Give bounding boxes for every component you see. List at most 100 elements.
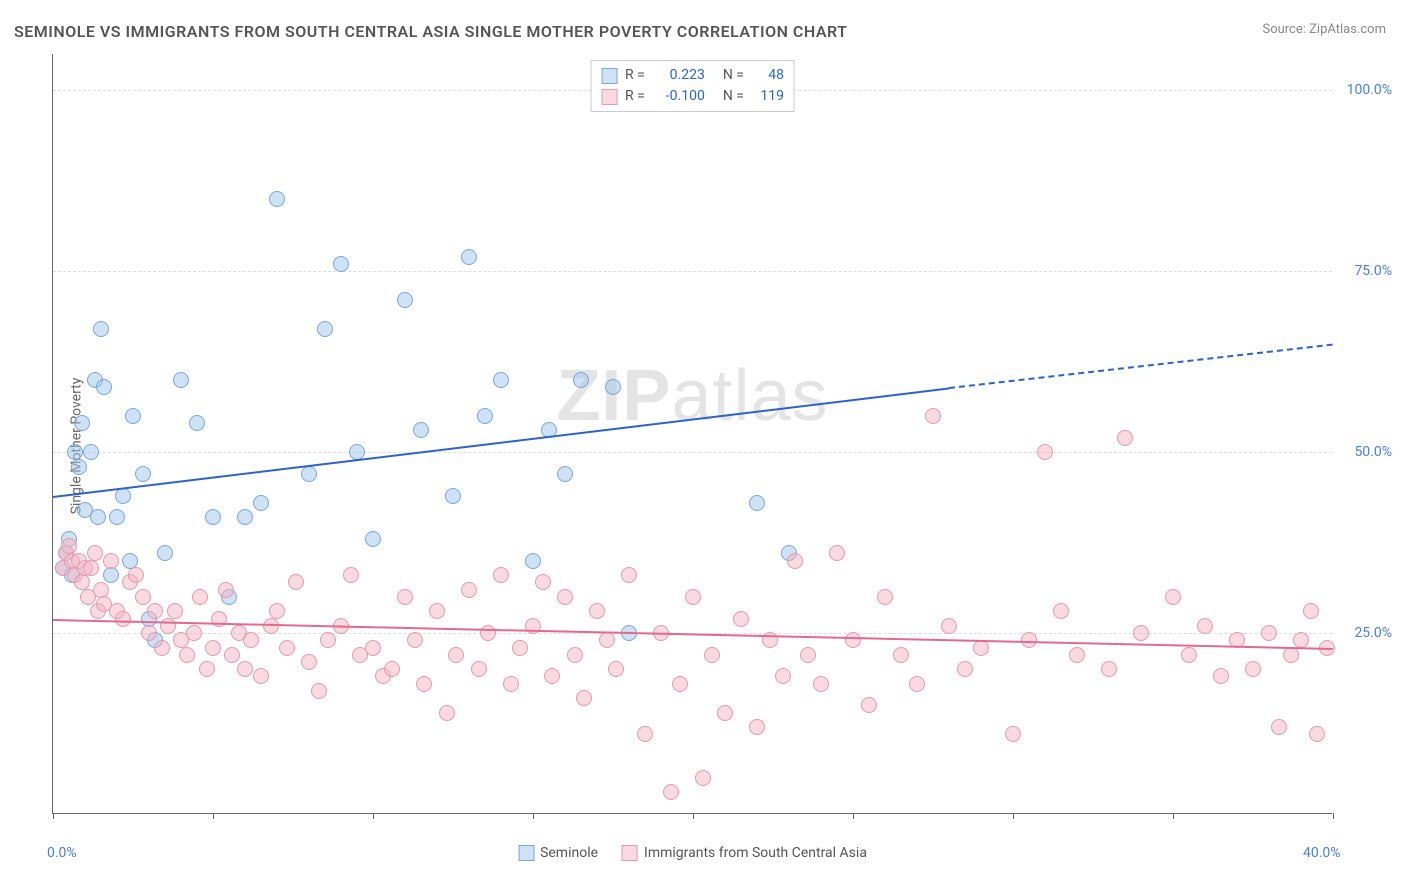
data-point [135,466,151,482]
x-tick [853,813,854,819]
data-point [717,705,733,721]
data-point [557,466,573,482]
data-point [605,379,621,395]
data-point [925,408,941,424]
y-tick-label: 100.0% [1347,82,1392,98]
data-point [429,603,445,619]
n-value: 48 [752,65,784,86]
data-point [637,726,653,742]
x-tick [1013,813,1014,819]
data-point [61,538,77,554]
data-point [397,292,413,308]
data-point [93,582,109,598]
data-point [343,567,359,583]
data-point [672,676,688,692]
data-point [749,719,765,735]
data-point [269,191,285,207]
x-tick [1173,813,1174,819]
data-point [877,589,893,605]
data-point [128,567,144,583]
data-point [269,603,285,619]
data-point [1271,719,1287,735]
data-point [365,531,381,547]
data-point [439,705,455,721]
data-point [787,553,803,569]
data-point [1117,430,1133,446]
data-point [237,661,253,677]
n-value: 119 [752,86,784,107]
data-point [135,589,151,605]
data-point [829,545,845,561]
data-point [1005,726,1021,742]
data-point [199,661,215,677]
data-point [1213,668,1229,684]
data-point [167,603,183,619]
data-point [589,603,605,619]
x-tick [213,813,214,819]
data-point [416,676,432,692]
gridline [53,452,1332,453]
legend-series: Seminole Immigrants from South Central As… [518,845,867,861]
data-point [733,611,749,627]
data-point [90,509,106,525]
data-point [1309,726,1325,742]
data-point [544,668,560,684]
data-point [279,640,295,656]
data-point [1165,589,1181,605]
data-point [695,770,711,786]
data-point [311,683,327,699]
legend-series-name: Seminole [540,845,598,861]
data-point [407,632,423,648]
data-point [800,647,816,663]
r-value: 0.223 [653,65,705,86]
data-point [141,625,157,641]
data-point [477,408,493,424]
data-point [179,647,195,663]
data-point [576,690,592,706]
data-point [503,676,519,692]
data-point [96,379,112,395]
data-point [186,625,202,641]
data-point [663,784,679,800]
data-point [288,574,304,590]
data-point [205,509,221,525]
data-point [525,553,541,569]
data-point [845,632,861,648]
data-point [461,582,477,598]
data-point [861,697,877,713]
legend-stat-row: R =0.223N =48 [601,65,784,86]
x-tick-label: 0.0% [47,845,77,861]
legend-swatch [518,845,534,861]
data-point [74,415,90,431]
n-label: N = [723,86,744,107]
data-point [413,422,429,438]
data-point [535,574,551,590]
data-point [1261,625,1277,641]
x-tick [533,813,534,819]
x-tick [53,813,54,819]
data-point [147,603,163,619]
trendline-dashed [949,344,1333,389]
data-point [301,654,317,670]
data-point [205,640,221,656]
data-point [224,647,240,663]
data-point [1133,625,1149,641]
n-label: N = [723,65,744,86]
data-point [1037,444,1053,460]
data-point [192,589,208,605]
data-point [109,509,125,525]
data-point [189,415,205,431]
data-point [103,567,119,583]
x-tick [1333,813,1334,819]
data-point [115,611,131,627]
data-point [941,618,957,634]
y-tick-label: 75.0% [1354,263,1392,279]
y-tick-label: 25.0% [1354,625,1392,641]
data-point [599,632,615,648]
data-point [154,640,170,656]
data-point [87,545,103,561]
data-point [1053,603,1069,619]
data-point [93,321,109,337]
data-point [813,676,829,692]
legend-series-name: Immigrants from South Central Asia [644,845,867,861]
